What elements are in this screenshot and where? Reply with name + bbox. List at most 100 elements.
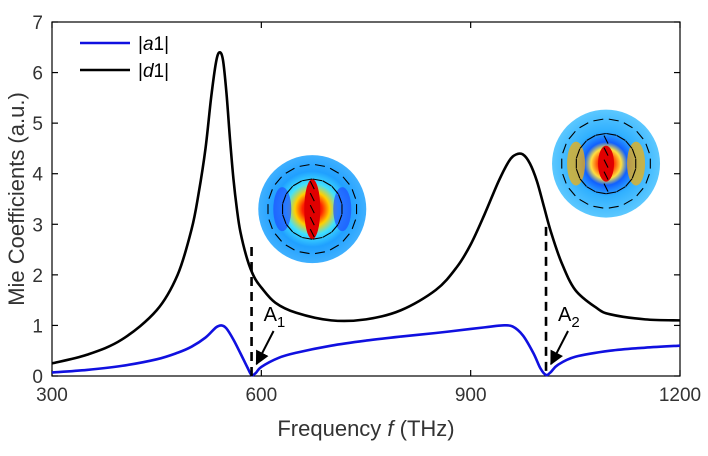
field-arrow (309, 228, 315, 238)
series-line-0 (51, 323, 681, 377)
x-axis-label-var: f (387, 416, 396, 441)
field-arrow (309, 204, 315, 214)
legend-entry-part: 1| (154, 34, 170, 55)
insets (258, 109, 661, 264)
legend-entry: |a1| (138, 34, 169, 55)
field-arrow (625, 140, 633, 149)
field-arrow (606, 191, 617, 195)
annotation-label-sub: 2 (571, 314, 579, 331)
y-tick-label: 6 (32, 64, 43, 85)
field-arrow (586, 134, 596, 141)
field-arrow (314, 164, 325, 167)
legend-entry-part: | (138, 61, 143, 82)
field-arrow (309, 216, 315, 226)
annotations: A1 A2 (250, 226, 580, 376)
y-tick-label: 5 (32, 114, 43, 135)
legend-entry-part: d (143, 61, 155, 82)
series-line-1 (51, 50, 681, 365)
field-arrow (292, 180, 303, 187)
x-tick-label: 300 (36, 385, 68, 406)
legend-entry: |d1| (138, 61, 169, 82)
field-arrow (645, 143, 650, 154)
axes: 300 600 900 1200 0 1 2 3 4 5 6 7 Frequency f (THz) Mi… (4, 13, 701, 441)
field-arrow (616, 134, 626, 141)
x-axis-label-suffix: (THz) (394, 416, 455, 441)
annotation-label: A1 (264, 304, 286, 331)
legend-entry-part: a (143, 34, 154, 55)
field-arrow (575, 168, 581, 179)
field-arrow (351, 189, 357, 199)
annotation-arrow (550, 330, 569, 366)
field-arrow (606, 132, 617, 136)
field-arrow (562, 143, 567, 154)
field-arrow (314, 251, 325, 255)
field-arrow (575, 148, 581, 159)
field-arrow (299, 251, 310, 255)
field-arrow (285, 224, 294, 233)
field-arrow (579, 122, 589, 129)
field-arrow (645, 173, 650, 184)
field-arrow (623, 198, 633, 205)
field-arrow (342, 233, 350, 242)
field-arrow (603, 183, 609, 192)
x-tick-label: 900 (455, 385, 487, 406)
field-arrow (337, 214, 343, 225)
legend: |a1||d1| (80, 34, 169, 82)
y-tick-label: 0 (32, 367, 43, 388)
y-tick-label: 4 (32, 165, 43, 186)
plot-area (51, 50, 681, 377)
field-arrow (608, 118, 619, 122)
field-arrow (351, 219, 357, 230)
annotation-label-main: A (558, 304, 572, 326)
field-arrow (562, 173, 567, 184)
field-arrow (586, 186, 596, 193)
x-tick-label: 1200 (659, 385, 701, 406)
field-arrow (603, 147, 609, 156)
field-arrow (329, 167, 340, 174)
plot-frame (51, 21, 681, 377)
field-arrow (337, 194, 343, 204)
field-arrow (274, 233, 282, 242)
field-arrow (285, 167, 295, 174)
y-tick-label: 3 (32, 215, 43, 236)
field-arrow (309, 192, 315, 202)
field-arrow (268, 189, 273, 199)
field-arrow (299, 164, 310, 167)
field-arrow (603, 171, 609, 180)
legend-entry-part: | (138, 34, 143, 55)
field-arrow (322, 180, 332, 187)
y-tick-label: 7 (32, 13, 43, 34)
field-arrow (636, 187, 644, 197)
y-tick-label: 1 (32, 316, 43, 337)
field-arrow (631, 148, 637, 159)
x-axis-label: Frequency f (THz) (277, 416, 454, 441)
annotation-label: A2 (558, 304, 580, 331)
field-arrow (568, 130, 576, 140)
inset-field-map-mode-1 (258, 155, 367, 264)
annotation-label-main: A (264, 304, 278, 326)
annotation-arrow (255, 330, 275, 366)
field-arrow (309, 180, 315, 190)
field-arrow (268, 219, 273, 230)
annotation-label-sub: 1 (277, 314, 285, 331)
field-arrow (302, 236, 313, 240)
field-arrow (625, 178, 633, 187)
field-arrow (302, 178, 313, 182)
field-arrow (579, 140, 587, 149)
field-arrow (631, 168, 637, 179)
field-arrow (623, 122, 633, 129)
field-arrow (312, 236, 323, 240)
field-arrow (329, 244, 340, 251)
y-axis-label: Mie Coefficients (a.u.) (4, 92, 29, 306)
inset-field-map-mode-2 (552, 109, 661, 218)
field-arrow (595, 132, 606, 136)
field-arrow (636, 130, 644, 140)
field-arrow (579, 178, 587, 187)
field-arrow (616, 186, 626, 193)
field-arrow (331, 224, 339, 233)
legend-entry-part: 1| (154, 61, 170, 82)
field-arrow (603, 135, 609, 144)
field-arrow (593, 205, 604, 209)
field-arrow (331, 185, 339, 195)
field-arrow (292, 231, 303, 238)
